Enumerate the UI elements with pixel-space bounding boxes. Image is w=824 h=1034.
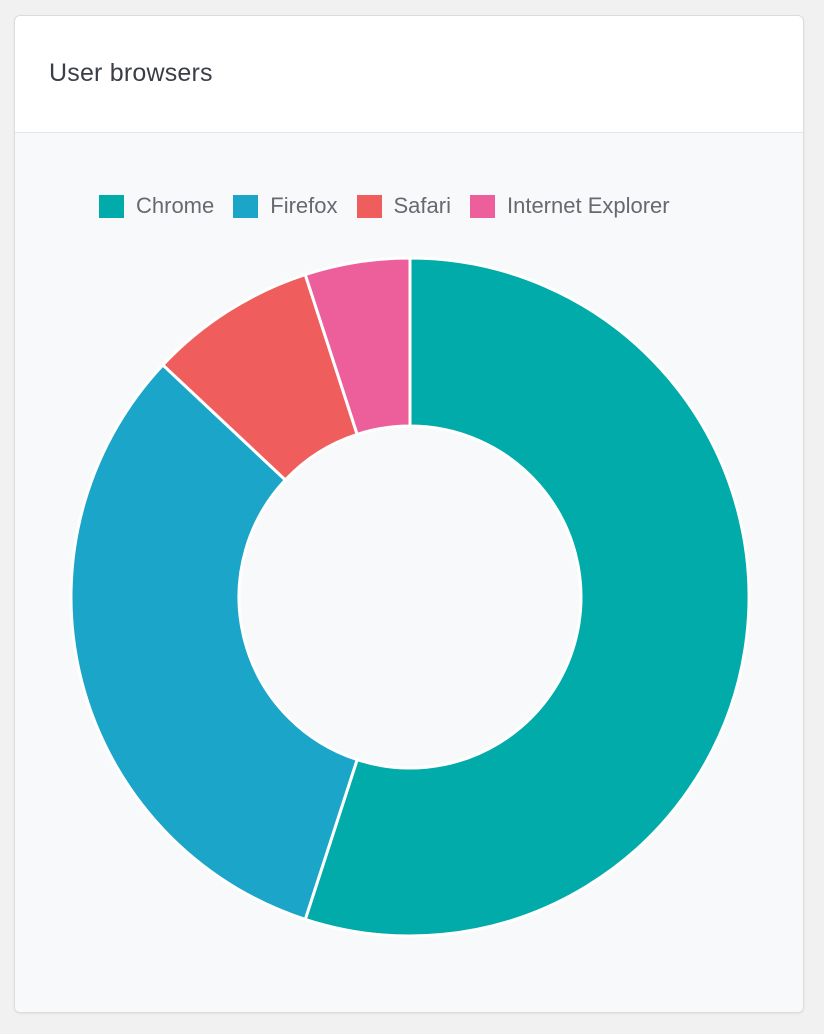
legend-item-chrome[interactable]: Chrome [99, 193, 214, 219]
chart-area: Chrome Firefox Safari Internet Explorer [15, 133, 803, 1012]
legend-item-firefox[interactable]: Firefox [233, 193, 338, 219]
slice-chrome[interactable] [303, 256, 751, 938]
card-title: User browsers [49, 58, 213, 87]
card-header: User browsers [15, 16, 803, 133]
chart-legend: Chrome Firefox Safari Internet Explorer [15, 193, 803, 219]
legend-swatch-safari [356, 194, 382, 218]
legend-label-chrome: Chrome [136, 193, 215, 218]
legend-swatch-chrome [99, 194, 124, 218]
legend-item-internet-explorer[interactable]: Internet Explorer [469, 193, 670, 219]
slice-firefox[interactable] [69, 362, 360, 922]
legend-label-internet-explorer: Internet Explorer [506, 193, 670, 218]
legend-swatch-firefox [233, 194, 259, 218]
legend-item-safari[interactable]: Safari [356, 193, 451, 219]
slice-internet-explorer[interactable] [303, 256, 412, 437]
legend-label-safari: Safari [393, 193, 451, 218]
donut-chart [69, 256, 751, 938]
user-browsers-card: User browsers Chrome Firefox Safari Inte… [14, 15, 804, 1013]
legend-label-firefox: Firefox [270, 193, 338, 218]
legend-swatch-internet-explorer [469, 194, 495, 218]
